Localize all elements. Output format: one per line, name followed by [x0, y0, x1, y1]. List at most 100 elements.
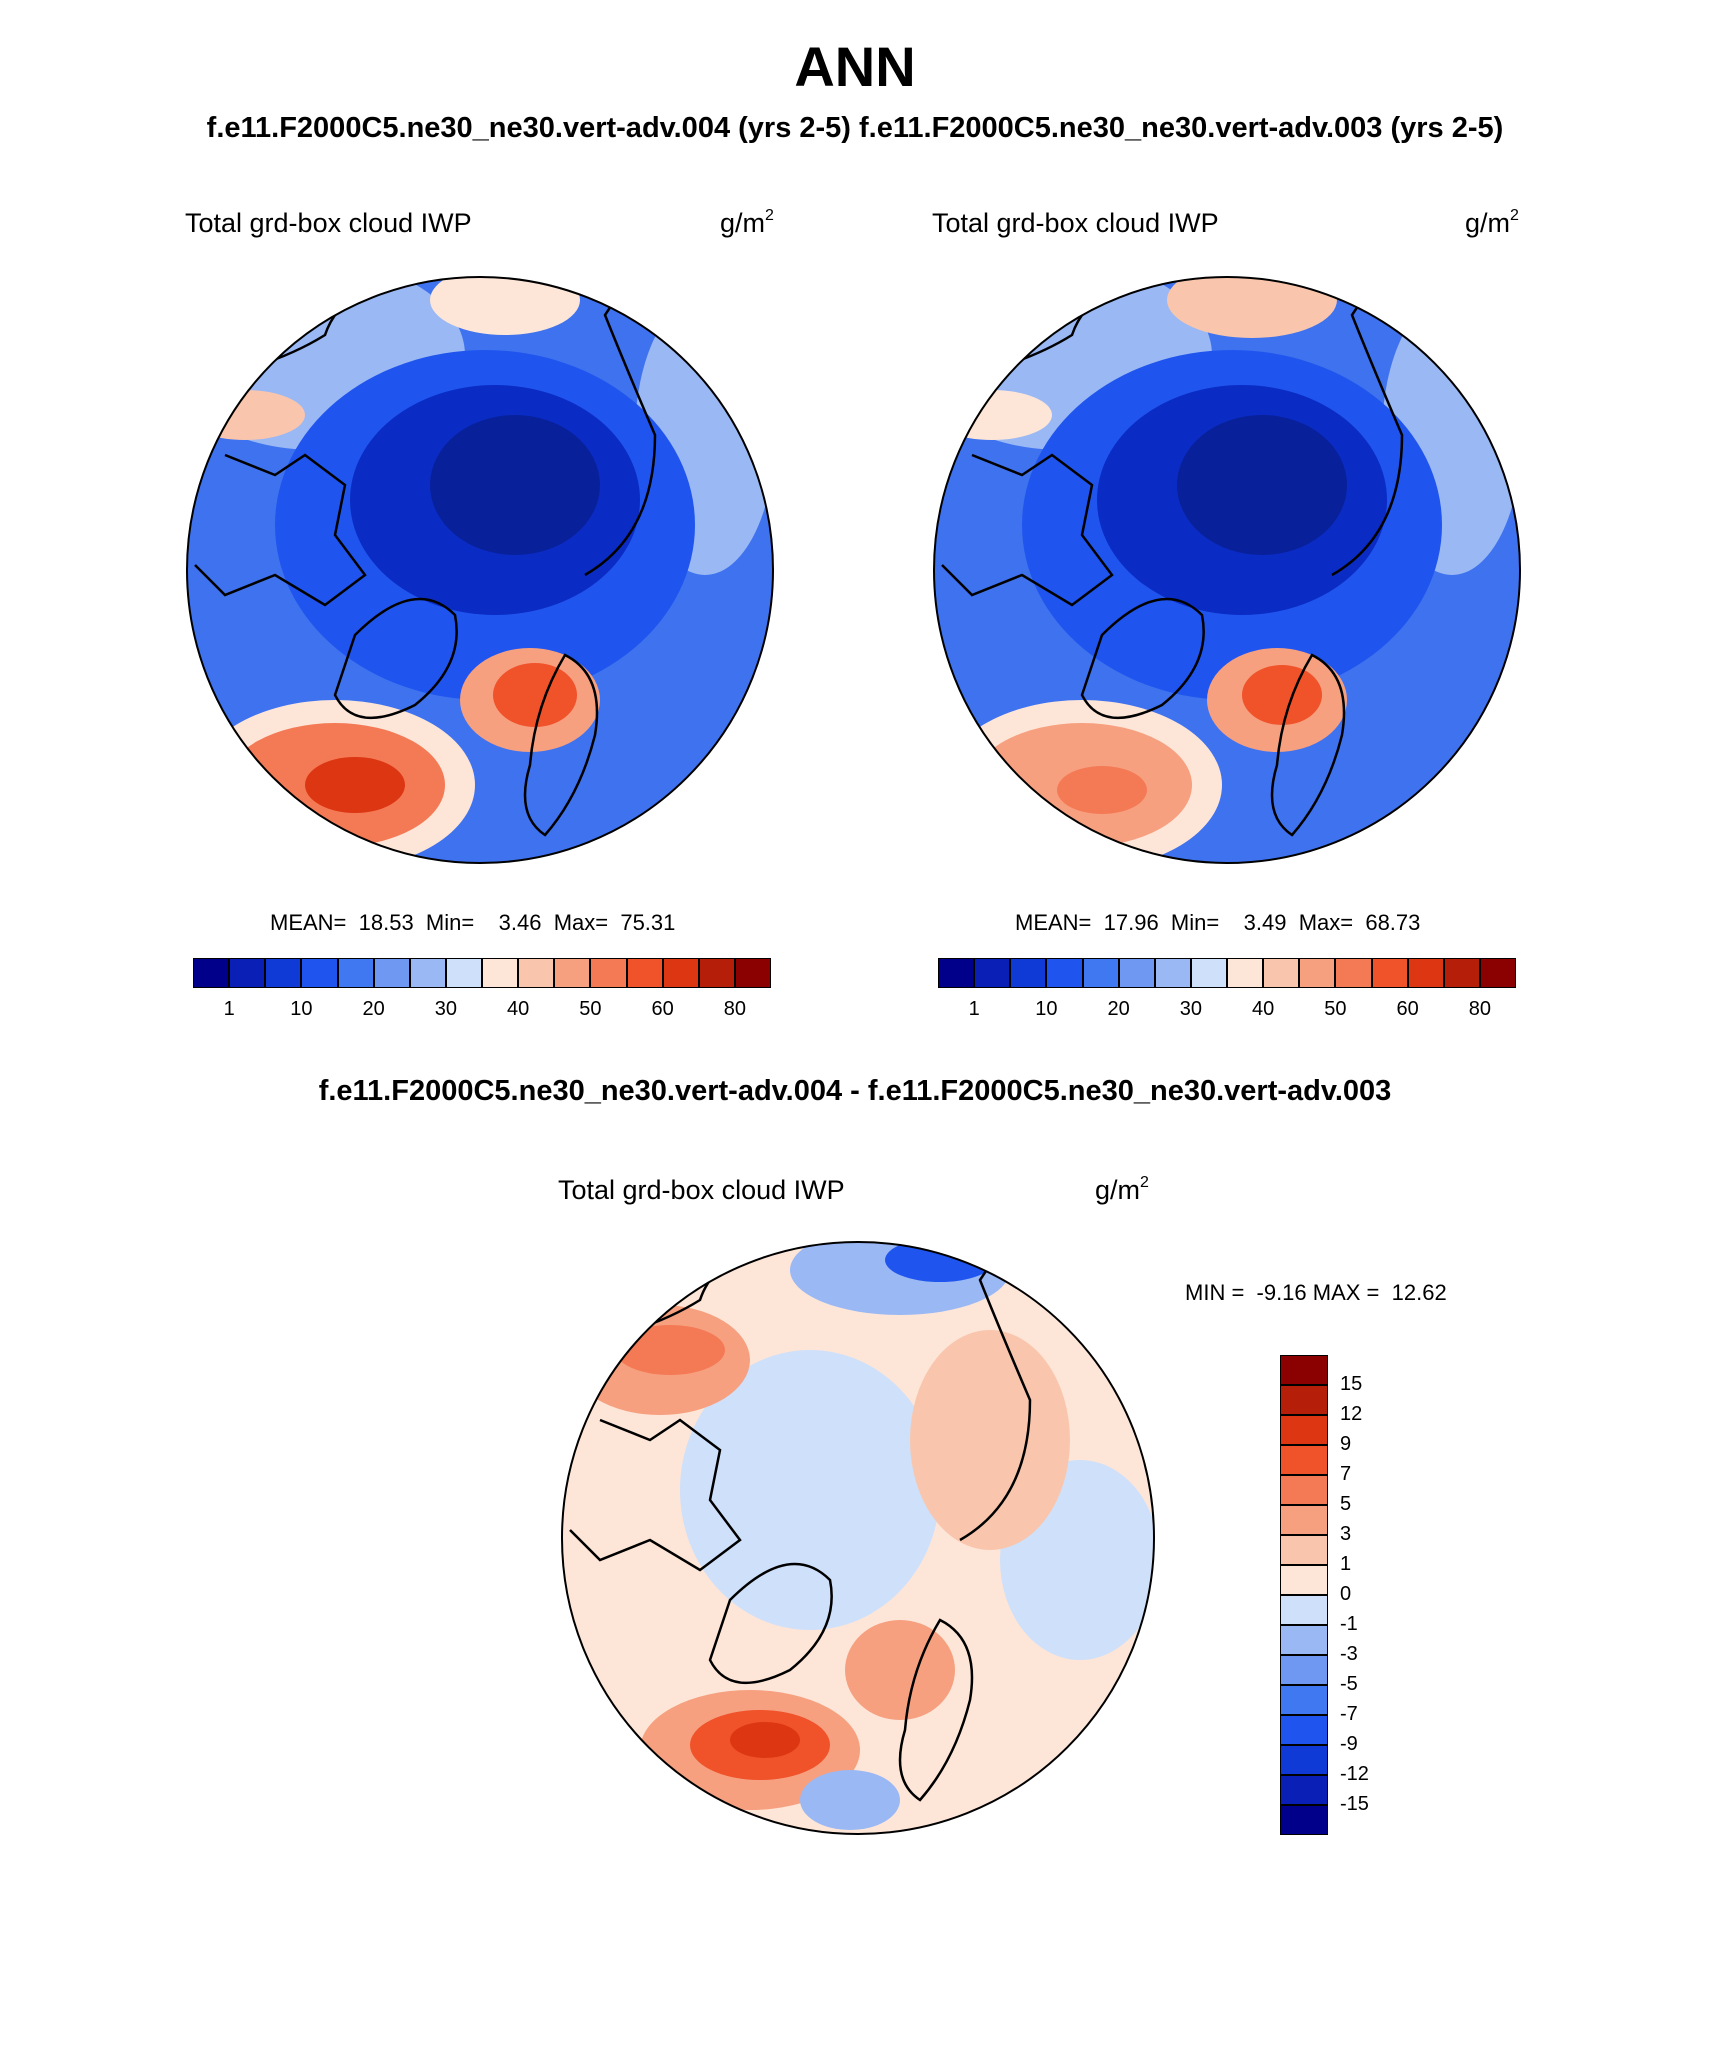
colorbar-swatch — [1280, 1715, 1328, 1745]
panel2-field-norway-hot — [1242, 665, 1322, 725]
main-title: ANN — [794, 35, 916, 98]
colorbar-swatch — [1299, 958, 1336, 988]
panel1-coastline-greenland — [333, 597, 458, 720]
panel1-map-border — [186, 276, 774, 864]
colorbar-swatch — [1371, 958, 1408, 988]
colorbar-swatch — [1280, 1415, 1328, 1445]
colorbar-tick-label: 15 — [1340, 1373, 1363, 1395]
colorbar-tick-label: 40 — [507, 998, 530, 1020]
colorbar-swatch — [1443, 958, 1480, 988]
colorbar-tick-label: 1 — [1340, 1553, 1352, 1575]
colorbar-swatch — [1280, 1595, 1328, 1625]
colorbar-swatch — [734, 958, 771, 988]
colorbar-swatch — [1280, 1505, 1328, 1535]
panel2-coastline-scandinavia — [1270, 653, 1346, 837]
panel2-map-border — [933, 276, 1521, 864]
panel2-coastline-greenland — [1080, 597, 1205, 720]
panel2-variable-label: Total grd-box cloud IWP — [932, 208, 1219, 238]
difference-colorbar — [1280, 1355, 1328, 1835]
panel3-stats: MIN = -9.16 MAX = 12.62 — [1185, 1280, 1447, 1305]
panel3-field-warm-west-core — [615, 1325, 725, 1375]
panel3-coastline-greenland — [708, 1562, 833, 1685]
panel1-field-deepest — [430, 415, 600, 555]
colorbar-tick-label: -9 — [1340, 1733, 1358, 1755]
colorbar-tick-label: 10 — [290, 998, 313, 1020]
colorbar-swatch — [1280, 1625, 1328, 1655]
colorbar-tick-label: 80 — [1468, 998, 1491, 1020]
colorbar-swatch — [1010, 958, 1047, 988]
colorbar-tick-label: 60 — [651, 998, 674, 1020]
colorbar-swatch — [1280, 1655, 1328, 1685]
colorbar-swatch — [974, 958, 1011, 988]
colorbar-tick-label: 9 — [1340, 1433, 1352, 1455]
panel2-coastline-siberia — [1331, 284, 1404, 577]
panel3-field-warm-pale-east — [910, 1330, 1070, 1550]
colorbar-tick-label: 30 — [1179, 998, 1202, 1020]
colorbar-swatch — [1335, 958, 1372, 988]
colorbar-swatch — [1280, 1445, 1328, 1475]
colorbar-swatch — [1280, 1385, 1328, 1415]
colorbar-tick-label: 50 — [579, 998, 602, 1020]
colorbar-swatch — [1280, 1565, 1328, 1595]
difference-colorbar-ticks: 15 12 9 7 5 3 1 0 -1 -3 -5 -7 -9 -12 -15 — [1340, 1355, 1420, 1835]
colorbar-tick-label: 10 — [1035, 998, 1058, 1020]
panel2-units-label: g/m2 — [1465, 207, 1519, 238]
panel2-coastline-canada — [941, 453, 1114, 607]
panel1-variable-label: Total grd-box cloud IWP — [185, 208, 472, 238]
colorbar-swatch — [1046, 958, 1083, 988]
colorbar-swatch — [1280, 1805, 1328, 1835]
colorbar-swatch — [1227, 958, 1264, 988]
colorbar-swatch — [445, 958, 482, 988]
colorbar-tick-label: -5 — [1340, 1673, 1358, 1695]
panel3-field-cool-center — [680, 1350, 940, 1630]
colorbar-swatch — [229, 958, 266, 988]
colorbar-swatch — [698, 958, 735, 988]
colorbar-swatch — [554, 958, 591, 988]
panel3-field-atlantic-hotter — [730, 1722, 800, 1758]
panel3-polar-map — [561, 1241, 1155, 1835]
panel1-field-warm-west — [187, 390, 305, 440]
colorbar-tick-label: 1 — [223, 998, 235, 1020]
panel1-field-norway-hot — [493, 663, 577, 727]
colorbar-swatch — [1118, 958, 1155, 988]
colorbar-swatch — [1280, 1535, 1328, 1565]
colorbar-tick-label: 3 — [1340, 1523, 1352, 1545]
colorbar-tick-label: 30 — [434, 998, 457, 1020]
panel3-units-label: g/m2 — [1095, 1174, 1149, 1205]
panel2-field-warm-west — [934, 390, 1052, 440]
colorbar-swatch — [373, 958, 410, 988]
colorbar-swatch — [482, 958, 519, 988]
colorbar-swatch — [1263, 958, 1300, 988]
colorbar-swatch — [1280, 1685, 1328, 1715]
case-subtitle: f.e11.F2000C5.ne30_ne30.vert-adv.004 (yr… — [206, 112, 1504, 144]
colorbar-swatch — [1280, 1775, 1328, 1805]
colorbar-tick-label: 80 — [723, 998, 746, 1020]
panel1-coastline-scandinavia — [523, 653, 599, 837]
panel1-coastline-siberia — [584, 284, 657, 577]
panel2-polar-map — [933, 276, 1521, 864]
difference-title: f.e11.F2000C5.ne30_ne30.vert-adv.004 - f… — [318, 1075, 1392, 1107]
colorbar-tick-label: -7 — [1340, 1703, 1358, 1725]
colorbar-tick-label: 60 — [1396, 998, 1419, 1020]
colorbar-tick-label: -12 — [1340, 1763, 1369, 1785]
colorbar-swatch — [265, 958, 302, 988]
panel1-field-atlantic-hot — [305, 757, 405, 813]
colorbar-swatch — [1280, 1745, 1328, 1775]
colorbar-tick-label: 0 — [1340, 1583, 1352, 1605]
colorbar-tick-label: 40 — [1252, 998, 1275, 1020]
colorbar-swatch — [1190, 958, 1227, 988]
colorbar-swatch — [1479, 958, 1516, 988]
panel3-variable-label: Total grd-box cloud IWP — [558, 1175, 845, 1205]
panel3-map-border — [561, 1241, 1155, 1835]
colorbar-tick-label: 50 — [1324, 998, 1347, 1020]
colorbar-swatch — [1407, 958, 1444, 988]
panel2-stats: MEAN= 17.96 Min= 3.49 Max= 68.73 — [1015, 910, 1421, 935]
colorbar-swatch — [590, 958, 627, 988]
colorbar-tick-label: 7 — [1340, 1463, 1352, 1485]
panel2-field-atlantic-hot — [1057, 766, 1147, 814]
colorbar-tick-label: 20 — [1107, 998, 1130, 1020]
colorbar-tick-label: 20 — [362, 998, 385, 1020]
panel1-coastline-canada — [194, 453, 367, 607]
panel3-coastline-canada — [569, 1418, 742, 1572]
colorbar-swatch — [337, 958, 374, 988]
